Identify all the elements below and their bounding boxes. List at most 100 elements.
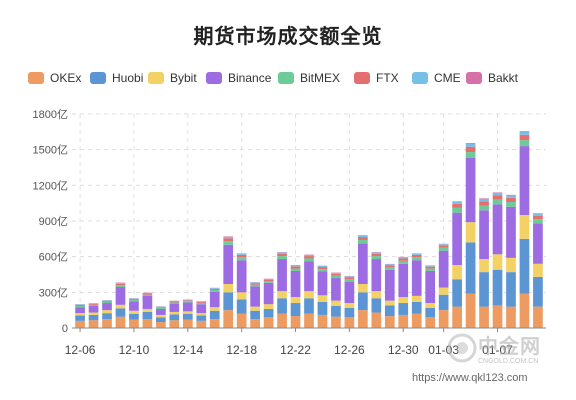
legend-swatch [278, 72, 294, 84]
bar-segment-ftx [533, 215, 543, 220]
bar-segment-bybit [479, 259, 489, 273]
x-tick-label: 01-07 [482, 343, 513, 357]
legend: OKEx Huobi Bybit Binance BitMEX FTX CME Bakkt [28, 70, 568, 86]
bar-segment-cme [236, 253, 247, 255]
bar-segment-okex [250, 319, 260, 328]
bar-segment-cme [398, 257, 409, 259]
bar-segment-ftx [88, 303, 99, 305]
bar-segment-huobi [533, 276, 543, 307]
legend-swatch [206, 72, 222, 84]
watermark-logo [448, 333, 477, 363]
bar-segment-bitmex [304, 258, 314, 262]
bar-segment-bybit [182, 311, 193, 314]
legend-item-bybit[interactable]: Bybit [148, 70, 197, 86]
bar-segment-binance [129, 301, 139, 311]
bar-segment-okex [75, 320, 85, 328]
bar-segment-binance [142, 295, 153, 309]
bar-segment-okex [519, 293, 530, 328]
bar-segment-cme [492, 193, 503, 196]
bar-segment-ftx [223, 238, 234, 242]
bar-segment-bitmex [438, 247, 449, 251]
bar-segment-ftx [290, 266, 301, 269]
bar-segment-binance [156, 308, 166, 315]
bar-segment-bybit [250, 306, 260, 311]
bar-segment-huobi [479, 272, 489, 307]
bar-segment-bitmex [75, 306, 85, 308]
bar-segment-bitmex [411, 257, 422, 261]
bar-segment-huobi [371, 298, 382, 313]
legend-item-bakkt[interactable]: Bakkt [466, 70, 518, 86]
legend-item-huobi[interactable]: Huobi [90, 70, 143, 86]
bar-segment-cme [75, 304, 85, 306]
bar-segment-bitmex [331, 275, 341, 279]
bar-segment-bybit [129, 310, 139, 314]
legend-item-binance[interactable]: Binance [206, 70, 271, 86]
bar-segment-bybit [506, 257, 516, 273]
bar-segment-okex [331, 316, 341, 328]
bar-segment-okex [88, 320, 99, 328]
bar-segment-bybit [358, 284, 368, 293]
legend-label: Binance [228, 71, 272, 85]
bar-segment-cme [196, 301, 207, 303]
bar-segment-binance [75, 307, 85, 314]
bar-segment-huobi [425, 307, 436, 318]
bar-segment-cme [115, 282, 126, 284]
y-tick-label: 1500亿 [33, 144, 68, 157]
bar-segment-okex [236, 313, 247, 328]
legend-item-bitmex[interactable]: BitMEX [278, 70, 340, 86]
bar-segment-bitmex [156, 307, 166, 309]
bar-segment-binance [263, 282, 274, 305]
bar-segment-bybit [263, 304, 274, 309]
bar-segment-bitmex [277, 256, 287, 260]
bar-segment-cme [344, 276, 355, 278]
chart-title: 期货市场成交额全览 [193, 26, 383, 48]
y-tick-label: 0 [62, 323, 68, 335]
legend-label: OKEx [50, 71, 82, 85]
legend-label: Bybit [170, 71, 197, 85]
bar-segment-bitmex [290, 268, 301, 271]
bar-segment-okex [290, 316, 301, 328]
bar-segment-ftx [492, 195, 503, 200]
bar-segment-binance [182, 302, 193, 312]
bar-segment-bitmex [452, 207, 462, 213]
bar-segment-binance [465, 157, 476, 223]
bar-segment-ftx [398, 258, 409, 261]
bar-segment-bitmex [479, 205, 489, 211]
legend-swatch [148, 72, 164, 84]
bar-segment-huobi [156, 317, 166, 323]
bar-segment-cme [506, 195, 516, 198]
bar-segment-cme [102, 300, 112, 301]
bar-segment-huobi [506, 272, 516, 307]
bar-segment-bybit [304, 291, 314, 299]
bar-segment-bitmex [236, 257, 247, 261]
bar-segment-bitmex [384, 267, 395, 270]
legend-label: CME [434, 71, 461, 85]
bar-segment-cme [263, 278, 274, 280]
bar-segment-binance [250, 286, 260, 307]
bar-segment-bitmex [142, 294, 153, 296]
bar-segment-okex [506, 306, 516, 328]
bar-segment-bybit [209, 307, 220, 311]
legend-item-okex[interactable]: OKEx [28, 70, 81, 86]
bar-segment-bybit [452, 264, 462, 280]
legend-item-cme[interactable]: CME [412, 70, 461, 86]
bar-segment-bitmex [196, 303, 207, 305]
y-tick-label: 600亿 [39, 251, 68, 264]
bar-segment-cme [304, 254, 314, 257]
bar-segment-binance [223, 244, 234, 285]
x-tick-label: 12-14 [172, 343, 203, 357]
bar-segment-cme [317, 266, 328, 268]
bar-segment-bybit [344, 303, 355, 308]
bar-segment-ftx [250, 283, 260, 285]
bar-segment-bakkt [479, 198, 489, 200]
bar-segment-ftx [304, 256, 314, 259]
bar-segment-okex [263, 317, 274, 328]
y-tick-label: 300亿 [39, 286, 68, 299]
legend-item-ftx[interactable]: FTX [354, 70, 399, 86]
bar-segment-bybit [398, 297, 409, 304]
bar-segment-binance [384, 269, 395, 301]
legend-swatch [412, 72, 428, 84]
bar-segment-binance [438, 250, 449, 288]
bar-segment-bybit [169, 311, 180, 315]
bar-segment-bybit [290, 297, 301, 304]
